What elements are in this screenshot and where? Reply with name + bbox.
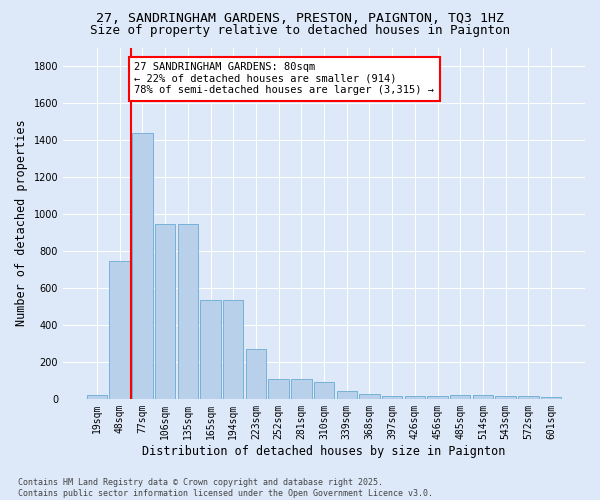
Y-axis label: Number of detached properties: Number of detached properties bbox=[15, 120, 28, 326]
Bar bbox=[450, 395, 470, 399]
Text: 27, SANDRINGHAM GARDENS, PRESTON, PAIGNTON, TQ3 1HZ: 27, SANDRINGHAM GARDENS, PRESTON, PAIGNT… bbox=[96, 12, 504, 26]
Bar bbox=[314, 382, 334, 399]
Bar bbox=[541, 397, 561, 399]
Bar bbox=[132, 134, 152, 399]
Bar bbox=[200, 300, 221, 399]
Bar bbox=[337, 392, 357, 399]
Bar bbox=[109, 261, 130, 399]
Bar bbox=[245, 349, 266, 399]
Bar bbox=[223, 300, 244, 399]
Bar bbox=[404, 396, 425, 399]
X-axis label: Distribution of detached houses by size in Paignton: Distribution of detached houses by size … bbox=[142, 444, 506, 458]
Bar bbox=[427, 396, 448, 399]
Text: Contains HM Land Registry data © Crown copyright and database right 2025.
Contai: Contains HM Land Registry data © Crown c… bbox=[18, 478, 433, 498]
Bar bbox=[382, 396, 403, 399]
Bar bbox=[155, 224, 175, 399]
Bar bbox=[473, 395, 493, 399]
Bar bbox=[496, 396, 516, 399]
Bar bbox=[268, 379, 289, 399]
Bar bbox=[87, 395, 107, 399]
Text: 27 SANDRINGHAM GARDENS: 80sqm
← 22% of detached houses are smaller (914)
78% of : 27 SANDRINGHAM GARDENS: 80sqm ← 22% of d… bbox=[134, 62, 434, 96]
Bar bbox=[178, 224, 198, 399]
Text: Size of property relative to detached houses in Paignton: Size of property relative to detached ho… bbox=[90, 24, 510, 37]
Bar bbox=[359, 394, 380, 399]
Bar bbox=[518, 396, 539, 399]
Bar bbox=[291, 379, 311, 399]
